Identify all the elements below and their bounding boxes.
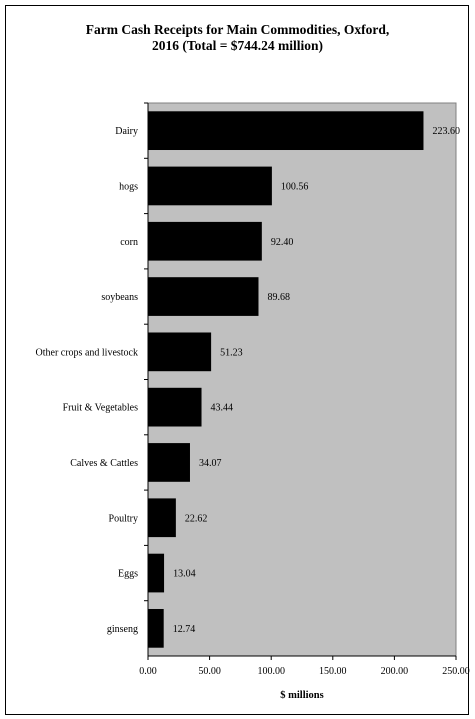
bar-4 xyxy=(148,332,212,372)
value-label-8: 13.04 xyxy=(173,569,196,580)
value-label-5: 43.44 xyxy=(211,403,234,414)
bar-1 xyxy=(148,166,272,206)
category-label-0: Dairy xyxy=(115,126,138,137)
bar-3 xyxy=(148,277,259,316)
category-label-8: Eggs xyxy=(118,569,138,580)
labels-layer: Dairy 223.60 hogs 100.56 corn 92.40 soybeans 89… xyxy=(36,102,460,635)
value-label-0: 223.60 xyxy=(432,126,460,137)
category-label-7: Poultry xyxy=(109,513,138,524)
value-label-3: 89.68 xyxy=(267,292,290,303)
x-tick-label-4: 200.00 xyxy=(381,666,409,677)
x-tick-label-1: 50.00 xyxy=(198,666,221,677)
bar-7 xyxy=(148,498,176,538)
value-label-4: 51.23 xyxy=(220,347,243,358)
bars-layer xyxy=(148,111,424,648)
x-tick-label-0: 0.00 xyxy=(139,666,157,677)
x-axis: 0.00 50.00 100.00 150.00 200.00 250.00 xyxy=(139,103,470,677)
bar-5 xyxy=(148,387,202,427)
category-label-4: Other crops and livestock xyxy=(36,347,138,358)
bar-6 xyxy=(148,443,190,482)
chart-title: Farm Cash Receipts for Main Commodities,… xyxy=(85,22,390,53)
x-tick-label-2: 100.00 xyxy=(257,666,285,677)
bar-0 xyxy=(148,111,424,151)
category-label-6: Calves & Cattles xyxy=(70,458,138,469)
category-label-2: corn xyxy=(120,237,138,248)
bar-9 xyxy=(148,608,164,648)
category-label-9: ginseng xyxy=(107,624,138,635)
value-label-2: 92.40 xyxy=(271,237,294,248)
x-axis-title: $ millions xyxy=(280,690,323,701)
category-label-5: Fruit & Vegetables xyxy=(63,403,138,414)
value-label-1: 100.56 xyxy=(281,181,309,192)
bar-8 xyxy=(148,553,165,593)
x-tick-label-5: 250.00 xyxy=(442,666,470,677)
value-label-9: 12.74 xyxy=(173,624,196,635)
bar-2 xyxy=(148,221,262,261)
category-label-1: hogs xyxy=(119,181,138,192)
value-label-7: 22.62 xyxy=(185,513,208,524)
category-label-3: soybeans xyxy=(101,292,138,303)
value-label-6: 34.07 xyxy=(199,458,222,469)
x-tick-label-3: 150.00 xyxy=(319,666,347,677)
